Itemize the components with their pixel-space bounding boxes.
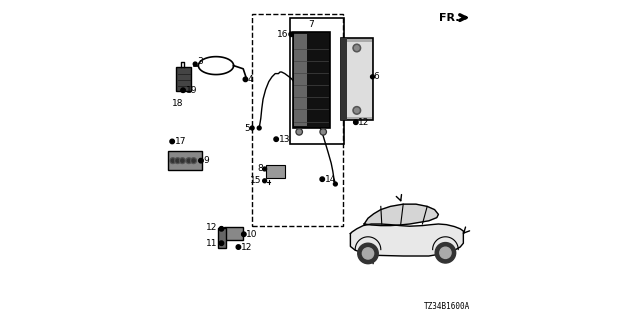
Circle shape [219,227,224,231]
Text: 5: 5 [244,124,250,132]
Circle shape [355,46,359,50]
Circle shape [193,62,197,66]
Text: 19: 19 [186,86,197,95]
Circle shape [170,139,174,144]
Text: TZ34B1600A: TZ34B1600A [424,302,470,311]
Bar [294,34,307,126]
Circle shape [274,137,278,141]
Bar [266,165,285,178]
Circle shape [219,241,224,245]
Bar [224,227,243,240]
Circle shape [289,32,293,36]
Circle shape [243,77,248,82]
Text: 9: 9 [204,156,209,165]
Circle shape [355,108,359,113]
Circle shape [179,158,186,164]
Circle shape [186,158,192,164]
Text: 12: 12 [241,243,252,252]
Circle shape [321,130,325,134]
Bar [292,32,330,128]
Circle shape [172,159,174,162]
Text: 12: 12 [205,223,217,232]
Text: 15: 15 [250,176,262,185]
Circle shape [296,129,302,135]
Text: 8: 8 [257,164,263,173]
Text: 11: 11 [205,239,217,248]
Polygon shape [364,204,438,226]
Text: 13: 13 [279,135,291,144]
Text: 17: 17 [175,137,187,146]
Text: FR.: FR. [438,12,460,23]
Bar [340,38,372,120]
Polygon shape [351,224,463,256]
Bar [218,228,226,248]
Circle shape [191,158,196,164]
Circle shape [371,75,374,79]
Circle shape [353,107,361,114]
Text: 10: 10 [246,230,258,239]
Circle shape [192,159,195,162]
Circle shape [181,159,184,162]
Circle shape [176,159,179,162]
Circle shape [257,126,261,130]
Bar [176,67,191,91]
Circle shape [358,243,378,264]
Bar [290,18,344,144]
Text: 6: 6 [374,72,380,81]
Circle shape [198,158,204,163]
Circle shape [262,167,267,171]
Text: 12: 12 [358,118,370,127]
Circle shape [440,247,451,259]
Circle shape [262,179,267,183]
Circle shape [320,129,326,135]
Text: 16: 16 [276,30,288,39]
Text: 18: 18 [172,99,183,108]
Circle shape [175,158,180,164]
Circle shape [242,232,246,236]
Circle shape [353,44,361,52]
Circle shape [188,159,191,162]
Circle shape [180,88,186,92]
Circle shape [435,243,456,263]
Circle shape [354,120,358,124]
Bar [168,151,202,170]
Circle shape [170,158,175,164]
Circle shape [297,130,301,134]
Bar [340,38,347,120]
Text: 4: 4 [248,75,253,84]
Text: 14: 14 [325,175,336,184]
Circle shape [250,126,254,130]
Circle shape [320,177,324,181]
Bar [347,42,372,117]
Circle shape [362,248,374,259]
Bar [252,14,344,226]
Text: 7: 7 [308,20,314,28]
Circle shape [236,245,241,249]
Text: 3: 3 [197,57,203,66]
Circle shape [333,182,337,186]
